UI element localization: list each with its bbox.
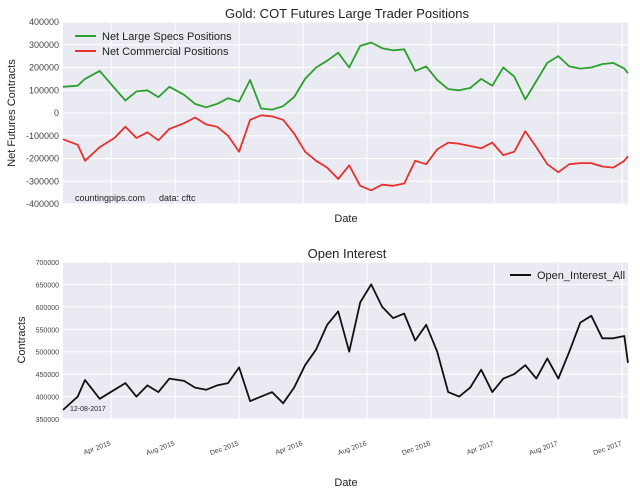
x-tick-label: Apr 2017 bbox=[466, 440, 495, 456]
y-tick-label: 100000 bbox=[29, 85, 59, 95]
bottom-legend: Open_Interest_All bbox=[510, 270, 625, 282]
bottom-y-ticks: 700000 650000 600000 550000 500000 450000 4000… bbox=[36, 260, 59, 424]
x-tick-label: Dec 2017 bbox=[592, 440, 623, 457]
bottom-x-axis-label: Date bbox=[334, 477, 357, 489]
series-line-net-commercial-positions bbox=[62, 114, 629, 192]
series-line-net-large-specs-positions bbox=[62, 41, 629, 111]
y-tick-label: 450000 bbox=[36, 372, 59, 379]
bottom-series bbox=[62, 283, 629, 411]
x-tick-label: Aug 2016 bbox=[337, 440, 368, 457]
legend-label-commercial: Net Commercial Positions bbox=[102, 46, 229, 58]
y-tick-label: 350000 bbox=[36, 417, 59, 424]
bottom-chart-title: Open Interest bbox=[308, 246, 387, 261]
y-tick-label: 600000 bbox=[36, 305, 59, 312]
x-tick-label: Apr 2015 bbox=[83, 440, 112, 456]
y-tick-label: 650000 bbox=[36, 282, 59, 289]
x-tick-label: Apr 2016 bbox=[275, 440, 304, 456]
top-legend: Net Large Specs Positions Net Commercial… bbox=[75, 31, 232, 58]
annotation-date: 12-08-2017 bbox=[70, 406, 106, 413]
annotation-source: countingpips.com bbox=[75, 193, 145, 203]
bottom-y-axis-label: Contracts bbox=[16, 316, 28, 364]
legend-label-large-specs: Net Large Specs Positions bbox=[102, 31, 232, 43]
top-y-ticks: 400000 300000 200000 100000 0 -100000 -200000 -… bbox=[26, 17, 59, 209]
x-tick-label: Dec 2016 bbox=[401, 440, 432, 457]
x-tick-label: Aug 2015 bbox=[145, 440, 176, 457]
y-tick-label: -300000 bbox=[26, 176, 59, 186]
top-chart-title: Gold: COT Futures Large Trader Positions bbox=[225, 6, 469, 21]
x-tick-label: Aug 2017 bbox=[528, 440, 559, 457]
top-y-axis-label: Net Futures Contracts bbox=[6, 59, 18, 167]
y-tick-label: 550000 bbox=[36, 327, 59, 334]
x-tick-label: Dec 2015 bbox=[209, 440, 240, 457]
y-tick-label: -200000 bbox=[26, 154, 59, 164]
y-tick-label: -100000 bbox=[26, 131, 59, 141]
top-x-axis-label: Date bbox=[334, 213, 357, 225]
y-tick-label: 200000 bbox=[29, 63, 59, 73]
y-tick-label: 700000 bbox=[36, 260, 59, 267]
y-tick-label: 0 bbox=[54, 108, 59, 118]
y-tick-label: 400000 bbox=[29, 17, 59, 27]
y-tick-label: 500000 bbox=[36, 350, 59, 357]
bottom-grid bbox=[63, 261, 628, 420]
legend-label-open-interest: Open_Interest_All bbox=[537, 270, 625, 282]
bottom-x-ticks: Apr 2015 Aug 2015 Dec 2015 Apr 2016 Aug 2016… bbox=[83, 440, 623, 457]
top-series bbox=[62, 41, 629, 192]
y-tick-label: -400000 bbox=[26, 199, 59, 209]
series-line-open-interest-all bbox=[62, 283, 629, 411]
top-grid bbox=[63, 21, 628, 205]
annotation-data: data: cftc bbox=[159, 193, 196, 203]
y-tick-label: 300000 bbox=[29, 40, 59, 50]
y-tick-label: 400000 bbox=[36, 395, 59, 402]
